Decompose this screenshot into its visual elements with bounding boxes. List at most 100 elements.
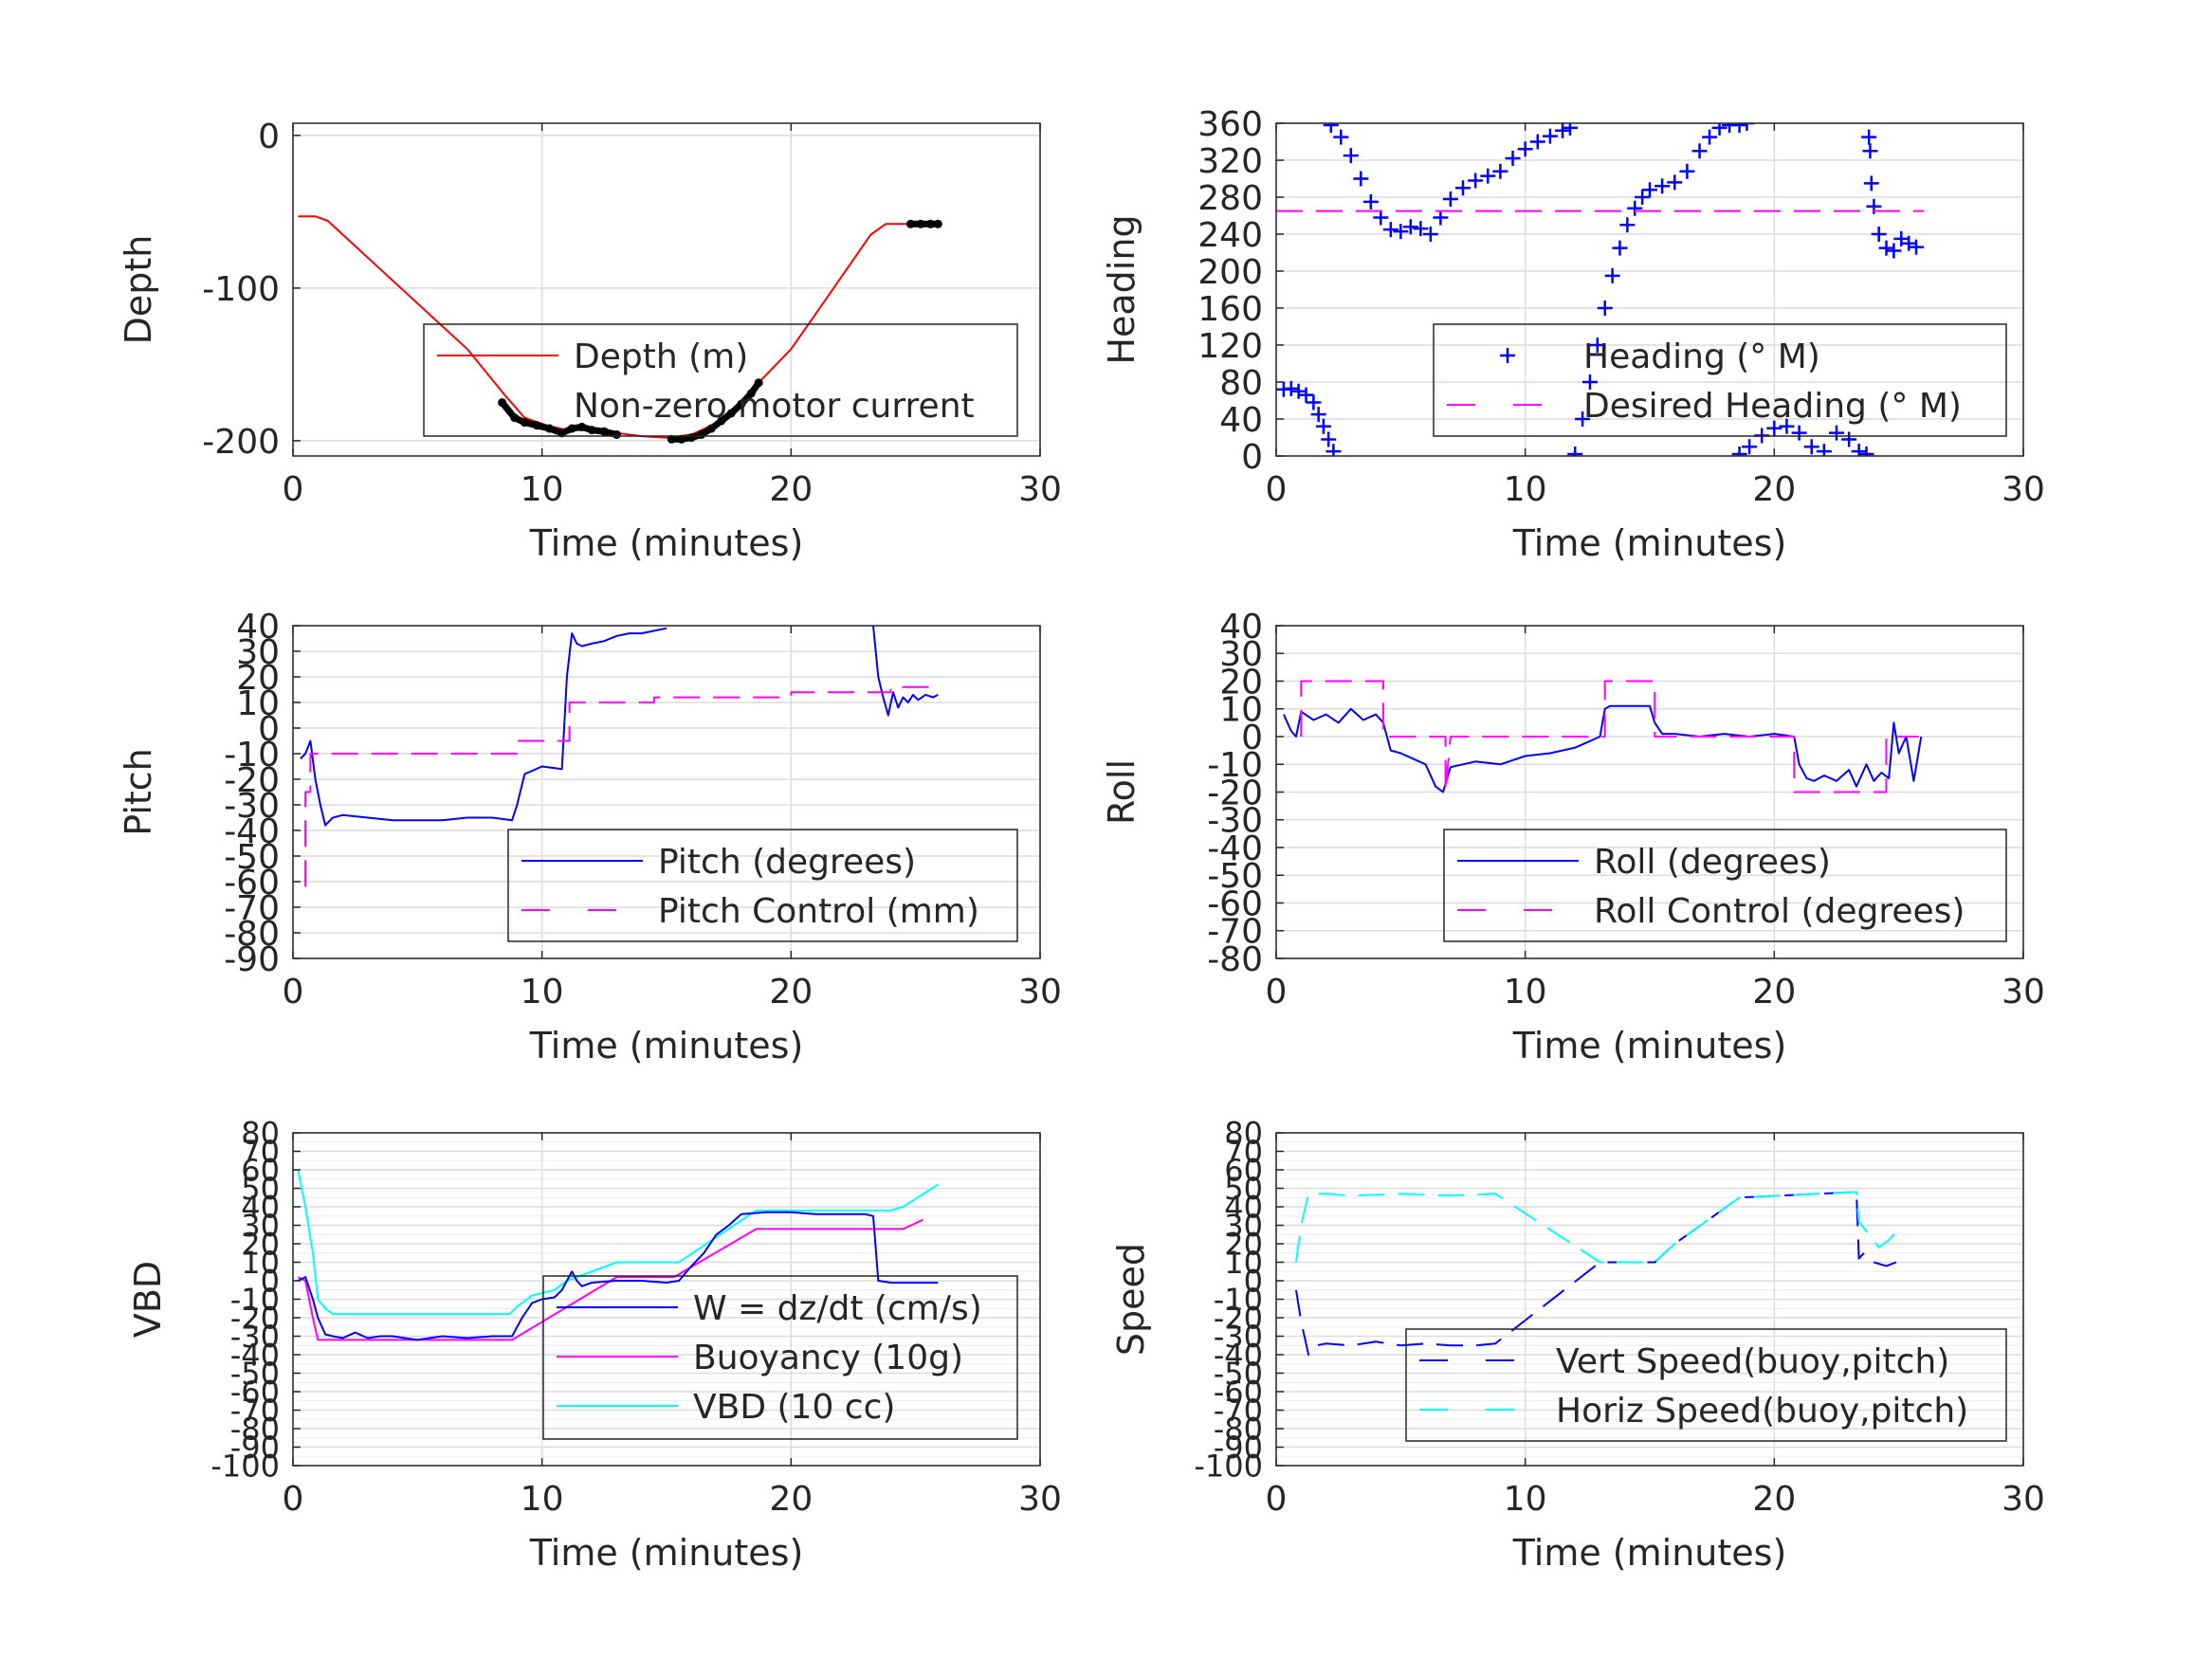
x-tick-label: 0	[1266, 1480, 1288, 1519]
series-heading-m--point	[1290, 383, 1307, 399]
y-tick-label: 30	[236, 633, 280, 672]
series-heading-m--point	[1402, 219, 1418, 235]
x-tick-label: 20	[769, 1480, 813, 1519]
chart-panel-depth: 0 10 20 30 0 -100 -200 Time (minutes) Depth Depth…	[118, 118, 1062, 564]
series-group	[1282, 680, 1923, 793]
y-tick-label: 40	[1219, 401, 1263, 440]
series-heading-m--point	[1575, 411, 1591, 427]
y-tick-label: -70	[230, 1393, 280, 1429]
y-tick-label: 70	[241, 1134, 280, 1170]
series-heading-m--point	[1612, 240, 1628, 256]
y-tick-label: -90	[230, 1430, 280, 1466]
y-tick-label: 80	[1219, 364, 1263, 403]
series-vbd-10-cc--line	[297, 1169, 939, 1316]
legend-label: Non-zero motor current	[574, 387, 975, 426]
y-tick-label: -50	[224, 838, 280, 877]
y-tick-label: 10	[236, 684, 280, 723]
y-tick-label: -30	[1214, 1319, 1263, 1355]
legend: Depth (m) Non-zero motor current	[423, 323, 1018, 437]
y-tick-label: 40	[236, 608, 280, 647]
series-vert-speed-buoy-pitch--line	[1295, 1191, 1897, 1356]
series-group	[298, 215, 942, 444]
y-tick-label: -50	[230, 1356, 280, 1392]
axes-box	[1275, 122, 2024, 457]
y-tick-label: 20	[236, 659, 280, 698]
series-roll-degrees--line	[1282, 704, 1923, 793]
y-axis-label: Roll	[1101, 759, 1143, 825]
legend-box	[423, 323, 1018, 437]
series-heading-m--point	[1909, 239, 1925, 255]
x-tick-label: 20	[1752, 470, 1796, 509]
series-heading-m--point	[1517, 141, 1533, 157]
y-tick-label: 320	[1197, 142, 1263, 181]
legend: Heading (° M) Desired Heading (° M)	[1433, 323, 2007, 437]
y-tick-label: 60	[1224, 1153, 1263, 1189]
x-tick-label: 20	[1752, 1480, 1796, 1519]
legend-label: Pitch Control (mm)	[658, 892, 979, 931]
series-heading-m--point	[1442, 191, 1458, 207]
y-tick-label: -20	[230, 1301, 280, 1337]
axes-box	[292, 122, 1041, 457]
series-heading-m--point	[1567, 447, 1583, 456]
y-tick-label: -60	[1207, 884, 1263, 923]
series-heading-m--point	[1562, 123, 1578, 136]
y-tick-label: 240	[1197, 216, 1263, 255]
series-group	[1295, 1191, 1900, 1356]
series-heading-m--point	[1480, 168, 1496, 184]
chart-panel-speed: 0 10 20 30-100-90-80-70-60-50-40-30-20-1001…	[1110, 1116, 2045, 1574]
series-heading-m--point	[1803, 439, 1819, 455]
x-tick-label: 0	[283, 973, 304, 1012]
series-heading-m--point	[1742, 439, 1758, 455]
y-tick-label: -70	[224, 889, 280, 928]
y-tick-label: 160	[1197, 290, 1263, 329]
y-tick-label: 0	[1241, 438, 1263, 477]
series-heading-m--point	[1654, 178, 1671, 194]
x-tick-label: 30	[2002, 1480, 2045, 1519]
series-heading-m--point	[1901, 235, 1917, 251]
series-heading-m--point	[1413, 221, 1429, 237]
series-heading-m--point	[1739, 123, 1755, 131]
legend: Roll (degrees) Roll Control (degrees)	[1443, 829, 2007, 942]
x-tick-label: 20	[769, 973, 813, 1012]
x-tick-label: 10	[1504, 470, 1547, 509]
series-heading-m--point	[1731, 447, 1747, 456]
series-heading-m--point	[1310, 407, 1326, 423]
y-tick-label: 30	[1224, 1208, 1263, 1244]
y-tick-label: 0	[1241, 719, 1263, 757]
series-heading-m--point	[1816, 444, 1832, 456]
series-heading-m--point	[1627, 200, 1643, 216]
legend-swatch	[1500, 348, 1515, 363]
y-tick-label: -60	[230, 1375, 280, 1411]
series-heading-m--point	[1492, 163, 1508, 179]
series-heading-m--point	[1382, 222, 1398, 238]
series-heading-m--point	[1691, 143, 1708, 159]
y-tick-label: -10	[1207, 746, 1263, 785]
y-tick-label: -80	[1214, 1412, 1263, 1448]
y-axis-label: Heading	[1101, 214, 1143, 364]
legend: W = dz/dt (cm/s) Buoyancy (10g) VBD (10 cc…	[542, 1275, 1018, 1440]
y-tick-label: -50	[1214, 1356, 1263, 1392]
y-axis-label: Pitch	[118, 748, 159, 836]
x-tick-label: 0	[283, 470, 304, 509]
series-heading-m--point	[1731, 123, 1747, 133]
legend-box	[1405, 1328, 2007, 1442]
x-tick-label: 20	[1752, 973, 1796, 1012]
y-tick-label: -80	[224, 915, 280, 954]
legend-label: Roll Control (degrees)	[1594, 892, 1965, 931]
y-tick-label: 0	[258, 710, 280, 749]
y-tick-label: 0	[261, 1264, 280, 1300]
y-tick-label: -60	[224, 864, 280, 902]
legend-box	[507, 829, 1018, 942]
series-heading-m--point	[1635, 190, 1651, 205]
series-heading-m--point	[1343, 148, 1359, 164]
series-heading-m--point	[1766, 420, 1782, 436]
y-tick-label: 20	[241, 1227, 280, 1263]
y-tick-label: 10	[241, 1245, 280, 1281]
series-non-zero-motor-current-segment	[600, 428, 620, 438]
y-tick-label: 40	[1219, 608, 1263, 647]
legend: Pitch (degrees) Pitch Control (mm)	[507, 829, 1018, 942]
y-tick-label: -10	[1214, 1282, 1263, 1318]
y-tick-label: 120	[1197, 327, 1263, 366]
y-tick-label: 20	[1219, 663, 1263, 702]
series-heading-m--point	[1325, 444, 1342, 456]
